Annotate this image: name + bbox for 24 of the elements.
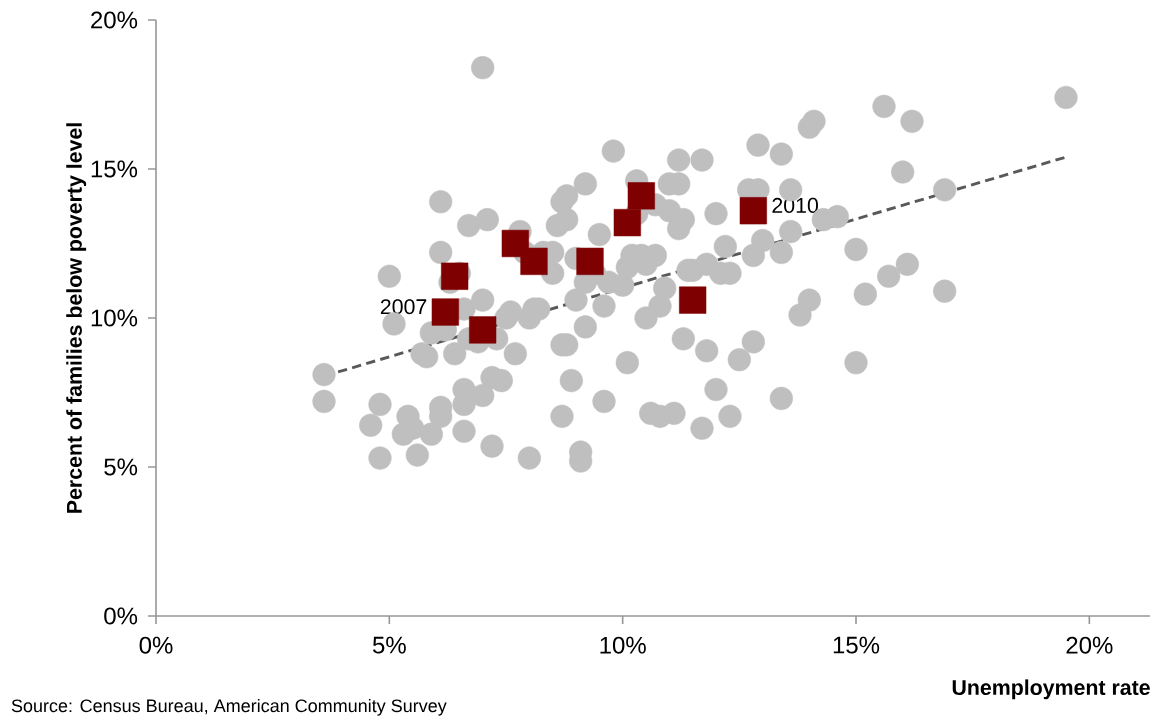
annotation: 2010	[772, 197, 818, 213]
y-tick-label: 5%	[104, 458, 138, 476]
point	[576, 247, 604, 275]
annotation: 2007	[380, 299, 427, 315]
point	[679, 286, 707, 314]
x-tick-label: 5%	[372, 636, 406, 654]
point	[739, 197, 767, 225]
point	[520, 247, 548, 275]
x-tick-label: 20%	[1066, 636, 1113, 654]
x-tick-label: 15%	[833, 636, 880, 654]
y-tick-label: 15%	[91, 160, 138, 178]
point	[441, 262, 469, 290]
point	[613, 209, 641, 237]
y-tick-label: 0%	[104, 607, 138, 625]
point	[469, 316, 497, 344]
y-axis-title: Percent of families below poverty level	[66, 123, 87, 513]
y-tick-label: 10%	[91, 309, 138, 327]
x-axis-title: Unemployment rate	[952, 679, 1150, 700]
x-tick-label: 10%	[600, 636, 646, 654]
source-note: Source: Census Bureau, American Community Survey	[11, 698, 447, 716]
x-tick-label: 0%	[139, 636, 173, 654]
point	[431, 298, 459, 326]
y-tick-label: 20%	[91, 11, 138, 29]
point	[627, 182, 655, 210]
